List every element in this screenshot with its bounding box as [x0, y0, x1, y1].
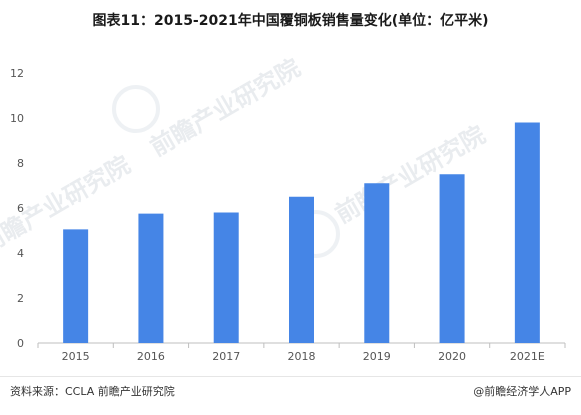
y-tick-label: 2	[17, 292, 24, 305]
x-tick-label: 2019	[363, 350, 391, 363]
y-tick-label: 0	[17, 337, 24, 350]
chart-title: 图表11：2015-2021年中国覆铜板销售量变化(单位：亿平米)	[92, 13, 489, 29]
footer-divider	[0, 376, 581, 377]
x-tick-label: 2016	[137, 350, 165, 363]
y-tick-label: 8	[17, 157, 24, 170]
x-tick-label: 2018	[288, 350, 316, 363]
x-tick-label: 2017	[212, 350, 240, 363]
x-tick-label: 2015	[62, 350, 90, 363]
y-tick-label: 4	[17, 247, 24, 260]
y-tick-label: 12	[10, 67, 24, 80]
bar-2018	[289, 196, 314, 343]
y-tick-label: 10	[10, 112, 24, 125]
bar-2019	[364, 183, 390, 343]
x-tick-label: 2020	[438, 350, 466, 363]
bar-2021E	[514, 122, 540, 343]
bar-2016	[138, 213, 164, 343]
bar-2017	[213, 212, 239, 343]
watermark-logo-icon	[112, 85, 160, 133]
bar-2015	[63, 229, 89, 343]
x-tick-label: 2021E	[510, 350, 545, 363]
credit-note: @前瞻经济学人APP	[473, 385, 571, 398]
source-note: 资料来源：CCLA 前瞻产业研究院	[10, 385, 175, 398]
bar-2020	[439, 174, 465, 343]
y-tick-label: 6	[17, 202, 24, 215]
